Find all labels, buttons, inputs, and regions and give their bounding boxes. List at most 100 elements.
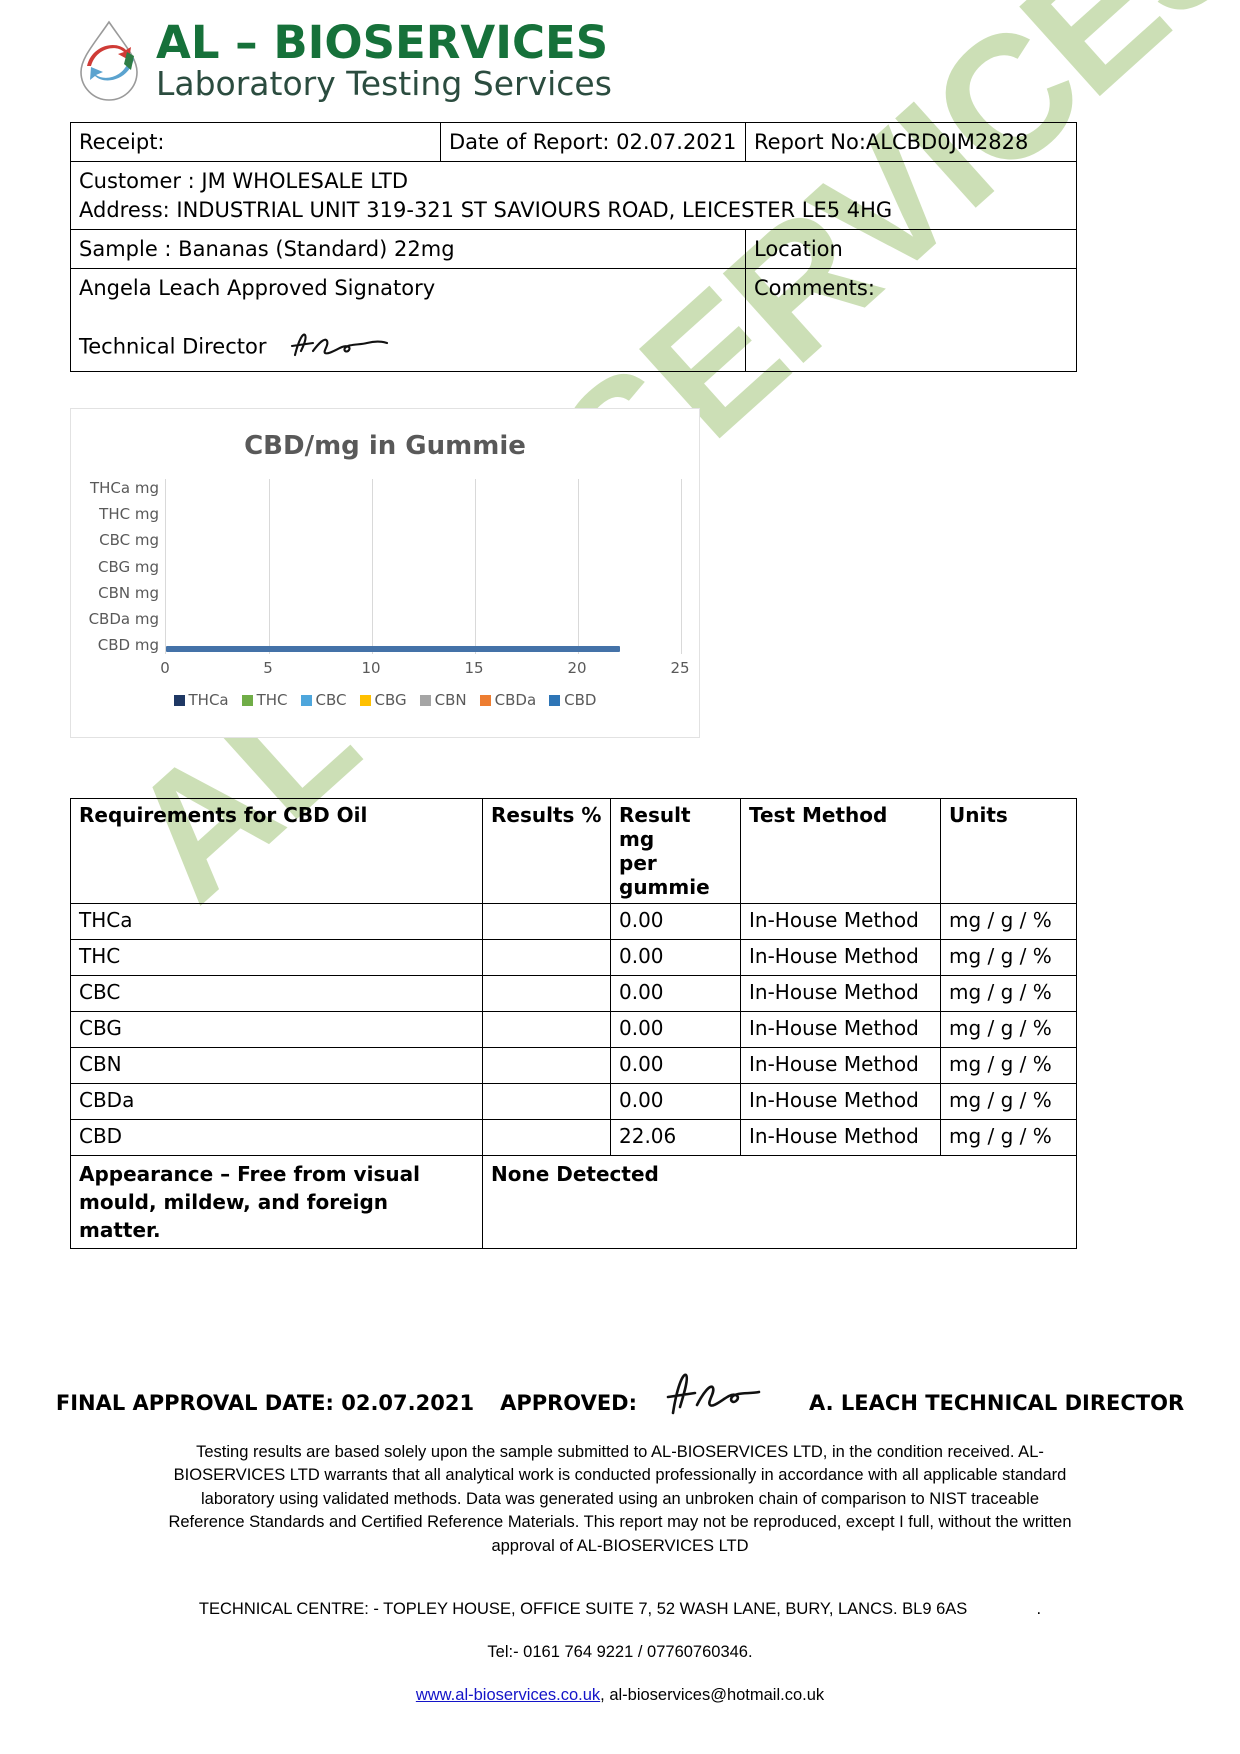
analyte-name: CBD xyxy=(70,1119,483,1157)
chart-gridline xyxy=(578,479,579,655)
legend-swatch-icon xyxy=(241,694,253,706)
customer-name: Customer : JM WHOLESALE LTD xyxy=(79,169,409,194)
company-logo-icon xyxy=(72,18,146,102)
chart-legend: THCa THC CBC CBG CBN CBDa CBD xyxy=(71,691,699,709)
chart-plot: THCa mg THC mg CBC mg CBG mg CBN mg CBDa… xyxy=(71,479,699,677)
chart-title: CBD/mg in Gummie xyxy=(244,431,526,462)
y-tick-label: THCa mg xyxy=(89,479,159,498)
footer-contact: www.al-bioservices.co.uk, al-bioservices… xyxy=(0,1686,1240,1705)
test-method: In-House Method xyxy=(740,1119,941,1157)
results-percent xyxy=(482,1083,611,1121)
customer-address-cell: Customer : JM WHOLESALE LTD Address: IND… xyxy=(70,161,1077,231)
col-results-pct: Results % xyxy=(482,798,611,905)
y-tick-label: CBG mg xyxy=(97,557,159,576)
date-of-report: Date of Report: 02.07.2021 xyxy=(440,121,746,163)
x-tick-label: 20 xyxy=(567,659,587,678)
signature-image xyxy=(289,329,409,366)
test-method: In-House Method xyxy=(740,1083,941,1121)
company-name: AL – BIOSERVICES xyxy=(156,16,609,69)
x-tick-label: 15 xyxy=(464,659,484,678)
x-tick-label: 25 xyxy=(670,659,690,678)
analyte-name: CBC xyxy=(70,975,483,1013)
legend-swatch-icon xyxy=(479,694,491,706)
test-method: In-House Method xyxy=(740,1011,941,1049)
legend-item: CBC xyxy=(300,691,347,709)
results-table: Requirements for CBD Oil Results % Resul… xyxy=(70,798,1077,1250)
result-mg: 0.00 xyxy=(610,1011,741,1049)
test-method: In-House Method xyxy=(740,903,941,941)
legend-label: CBDa xyxy=(494,691,537,710)
result-mg: 0.00 xyxy=(610,903,741,941)
analyte-name: CBN xyxy=(70,1047,483,1085)
technical-director-label: Technical Director xyxy=(79,334,267,359)
comments-label: Comments: xyxy=(745,268,1077,373)
document-header: AL – BIOSERVICES Laboratory Testing Serv… xyxy=(0,0,1240,110)
legend-item: CBD xyxy=(549,691,596,709)
units: mg / g / % xyxy=(940,1083,1077,1121)
legend-swatch-icon xyxy=(549,694,561,706)
appearance-value: None Detected xyxy=(482,1155,1077,1250)
y-tick-label: CBN mg xyxy=(98,583,159,602)
results-percent xyxy=(482,903,611,941)
sample-description: Sample : Bananas (Standard) 22mg xyxy=(70,229,746,270)
cbd-chart: CBD/mg in Gummie THCa mg THC mg CBC mg C… xyxy=(70,408,700,739)
analyte-name: THC xyxy=(70,939,483,977)
test-method: In-House Method xyxy=(740,939,941,977)
table-row: THCa 0.00 In-House Method mg / g / % xyxy=(70,903,1077,941)
appearance-row: Appearance – Free from visual mould, mil… xyxy=(70,1155,1077,1250)
chart-gridline xyxy=(681,479,682,655)
units: mg / g / % xyxy=(940,1011,1077,1049)
final-approval-date: FINAL APPROVAL DATE: 02.07.2021 xyxy=(55,1391,475,1416)
units: mg / g / % xyxy=(940,975,1077,1013)
col-requirements: Requirements for CBD Oil xyxy=(70,798,483,905)
table-row: CBD 22.06 In-House Method mg / g / % xyxy=(70,1119,1077,1157)
legend-label: CBD xyxy=(564,691,597,710)
y-tick-label: THC mg xyxy=(99,505,159,524)
test-method: In-House Method xyxy=(740,1047,941,1085)
chart-y-axis-labels: THCa mg THC mg CBC mg CBG mg CBN mg CBDa… xyxy=(71,479,159,654)
col-test-method: Test Method xyxy=(740,798,941,905)
report-info-table: Receipt: Date of Report: 02.07.2021 Repo… xyxy=(70,121,1077,373)
appearance-label: Appearance – Free from visual mould, mil… xyxy=(70,1155,483,1250)
table-row: CBN 0.00 In-House Method mg / g / % xyxy=(70,1047,1077,1085)
legend-item: THC xyxy=(241,691,288,710)
legend-label: THC xyxy=(256,691,288,710)
result-mg: 0.00 xyxy=(610,1047,741,1085)
result-mg: 22.06 xyxy=(610,1119,741,1157)
x-tick-label: 5 xyxy=(263,659,273,678)
table-row: Angela Leach Approved Signatory Technica… xyxy=(70,268,1077,373)
receipt-label: Receipt: xyxy=(70,121,441,163)
legend-label: CBG xyxy=(374,691,407,710)
table-row: CBG 0.00 In-House Method mg / g / % xyxy=(70,1011,1077,1049)
disclaimer-text: Testing results are based solely upon th… xyxy=(168,1443,1072,1555)
units: mg / g / % xyxy=(940,1119,1077,1157)
legend-label: CBN xyxy=(434,691,467,710)
customer-address: Address: INDUSTRIAL UNIT 319-321 ST SAVI… xyxy=(79,197,893,222)
approval-signature-image xyxy=(663,1367,783,1421)
legend-swatch-icon xyxy=(359,694,371,706)
analyte-name: CBDa xyxy=(70,1083,483,1121)
results-percent xyxy=(482,1047,611,1085)
x-tick-label: 10 xyxy=(361,659,381,678)
units: mg / g / % xyxy=(940,1047,1077,1085)
analyte-name: THCa xyxy=(70,903,483,941)
result-mg: 0.00 xyxy=(610,975,741,1013)
col-result-mg: Result mg per gummie xyxy=(610,798,741,905)
legend-swatch-icon xyxy=(419,694,431,706)
x-tick-label: 0 xyxy=(160,659,170,678)
table-row: Sample : Bananas (Standard) 22mg Locatio… xyxy=(70,229,1077,270)
table-row: CBDa 0.00 In-House Method mg / g / % xyxy=(70,1083,1077,1121)
website-link[interactable]: www.al-bioservices.co.uk xyxy=(415,1686,601,1705)
table-row: THC 0.00 In-House Method mg / g / % xyxy=(70,939,1077,977)
footer-email: , al-bioservices@hotmail.co.uk xyxy=(600,1686,825,1705)
chart-gridline xyxy=(475,479,476,655)
report-number: Report No:ALCBD0JM2828 xyxy=(745,121,1077,163)
company-tagline: Laboratory Testing Services xyxy=(156,64,612,103)
col-units: Units xyxy=(940,798,1077,905)
signatory-cell: Angela Leach Approved Signatory Technica… xyxy=(70,268,746,373)
legend-label: THCa xyxy=(188,691,229,710)
table-row: Customer : JM WHOLESALE LTD Address: IND… xyxy=(70,161,1077,231)
legend-item: CBN xyxy=(419,691,467,710)
analyte-name: CBG xyxy=(70,1011,483,1049)
